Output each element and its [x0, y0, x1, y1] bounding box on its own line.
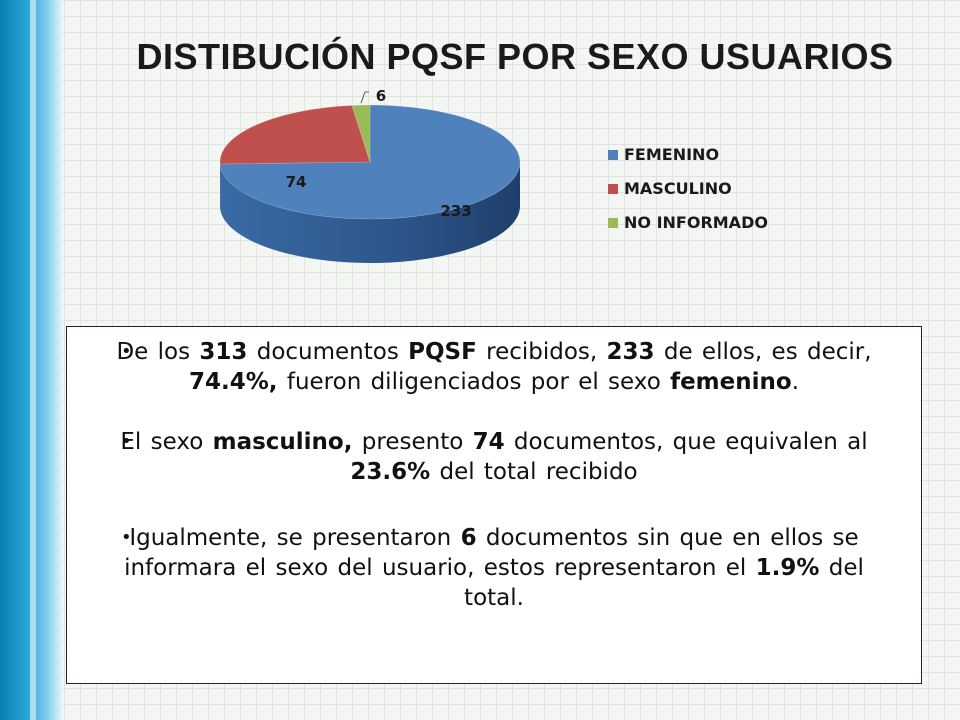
text-run: 23.6% — [350, 459, 431, 485]
text-run: masculino, — [212, 429, 353, 455]
text-run: El sexo — [120, 429, 213, 455]
slide-title: DISTIBUCIÓN PQSF POR SEXO USUARIOS — [136, 36, 894, 77]
legend-label-femenino: FEMENINO — [624, 145, 719, 164]
legend-swatch-no-informado — [608, 218, 618, 228]
pie-tops — [219, 104, 521, 220]
legend-swatch-masculino — [608, 184, 618, 194]
summary-textbox: De los 313 documentos PQSF recibidos, 23… — [66, 326, 922, 684]
slice-masculino — [219, 105, 371, 165]
text-run: PQSF — [408, 339, 477, 365]
slice-femenino-side — [220, 162, 521, 264]
text-run: 233 — [606, 339, 655, 365]
slice-femenino-label: 233 — [440, 202, 471, 220]
text-run: documentos sin que en ellos se informara… — [124, 525, 859, 581]
legend-label-masculino: MASCULINO — [624, 179, 732, 198]
text-run: del total. — [464, 555, 864, 611]
slice-no-informado — [351, 104, 371, 163]
slice-femenino — [219, 104, 521, 220]
legend-label-no-informado: NO INFORMADO — [624, 213, 768, 232]
text-run: fueron diligenciados por el sexo — [277, 369, 671, 395]
text-run: 313 — [199, 339, 248, 365]
text-run: 6 — [460, 525, 477, 551]
chart-legend: FEMENINO MASCULINO NO INFORMADO — [608, 145, 768, 232]
text-run: 1.9% — [755, 555, 820, 581]
text-run: De los — [116, 339, 200, 365]
band-highlight — [30, 0, 36, 720]
bullet-no-informado: Igualmente, se presentaron 6 documentos … — [115, 523, 873, 613]
bullet-femenino: De los 313 documentos PQSF recibidos, 23… — [115, 337, 873, 397]
text-run: 74.4%, — [189, 369, 278, 395]
text-run: del total recibido — [430, 459, 638, 485]
slice-masculino-label: 74 — [286, 173, 307, 191]
text-run: . — [791, 369, 799, 395]
slice-no-informado-leader — [360, 91, 369, 104]
text-run: 74 — [472, 429, 505, 455]
text-run: de ellos, es decir, — [654, 339, 872, 365]
left-decorative-band — [0, 0, 62, 720]
pie-labels: 233 74 6 — [286, 87, 472, 220]
pie-chart: 233 74 6 FEMENINO MASCULINO NO INFORMADO — [219, 87, 768, 264]
text-run: documentos, que equivalen al — [504, 429, 868, 455]
text-run: presento — [352, 429, 473, 455]
pie-sides — [220, 162, 521, 264]
text-run: Igualmente, se presentaron — [129, 525, 461, 551]
text-run: documentos — [247, 339, 409, 365]
text-run: femenino — [670, 369, 792, 395]
text-run: recibidos, — [476, 339, 607, 365]
legend-swatch-femenino — [608, 150, 618, 160]
slice-no-informado-label: 6 — [376, 87, 386, 105]
bullet-masculino: El sexo masculino, presento 74 documento… — [115, 427, 873, 487]
